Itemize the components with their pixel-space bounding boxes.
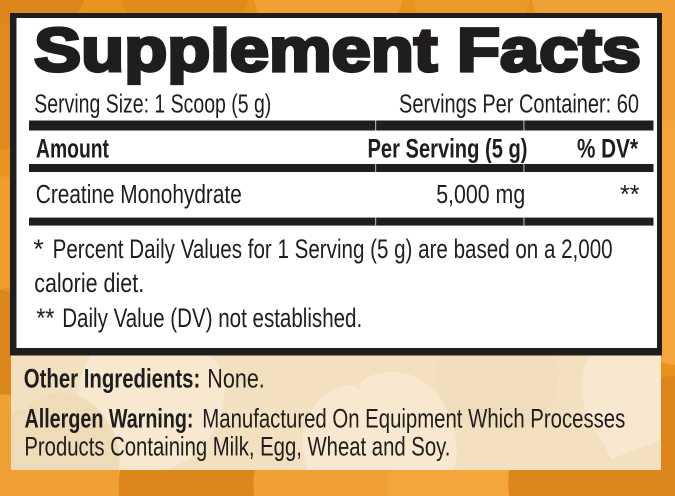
svg-text:None.: None. [207, 363, 264, 394]
svg-text:Daily Value (DV) not establish: Daily Value (DV) not established. [62, 303, 362, 333]
svg-text:Other Ingredients:: Other Ingredients: [24, 363, 201, 394]
svg-text:**: ** [36, 303, 54, 333]
svg-text:calorie diet.: calorie diet. [34, 268, 144, 298]
svg-text:Percent Daily Values for 1 Ser: Percent Daily Values for 1 Serving (5 g)… [53, 234, 613, 264]
svg-text:*: * [33, 234, 43, 264]
svg-text:5,000 mg: 5,000 mg [436, 181, 525, 209]
svg-text:Products Containing Milk, Egg,: Products Containing Milk, Egg, Wheat and… [24, 431, 450, 462]
svg-text:Per Serving (5 g): Per Serving (5 g) [368, 133, 528, 163]
svg-text:% DV*: % DV* [577, 133, 639, 163]
svg-text:Serving Size: 1 Scoop (5 g): Serving Size: 1 Scoop (5 g) [34, 91, 271, 119]
svg-text:Allergen Warning:: Allergen Warning: [25, 403, 194, 434]
svg-text:**: ** [620, 181, 640, 209]
svg-text:Amount: Amount [36, 133, 109, 163]
svg-text:Servings Per Container: 60: Servings Per Container: 60 [399, 91, 639, 119]
svg-text:Manufactured On Equipment Whic: Manufactured On Equipment Which Processe… [202, 403, 625, 434]
svg-text:Creatine Monohydrate: Creatine Monohydrate [36, 181, 242, 209]
